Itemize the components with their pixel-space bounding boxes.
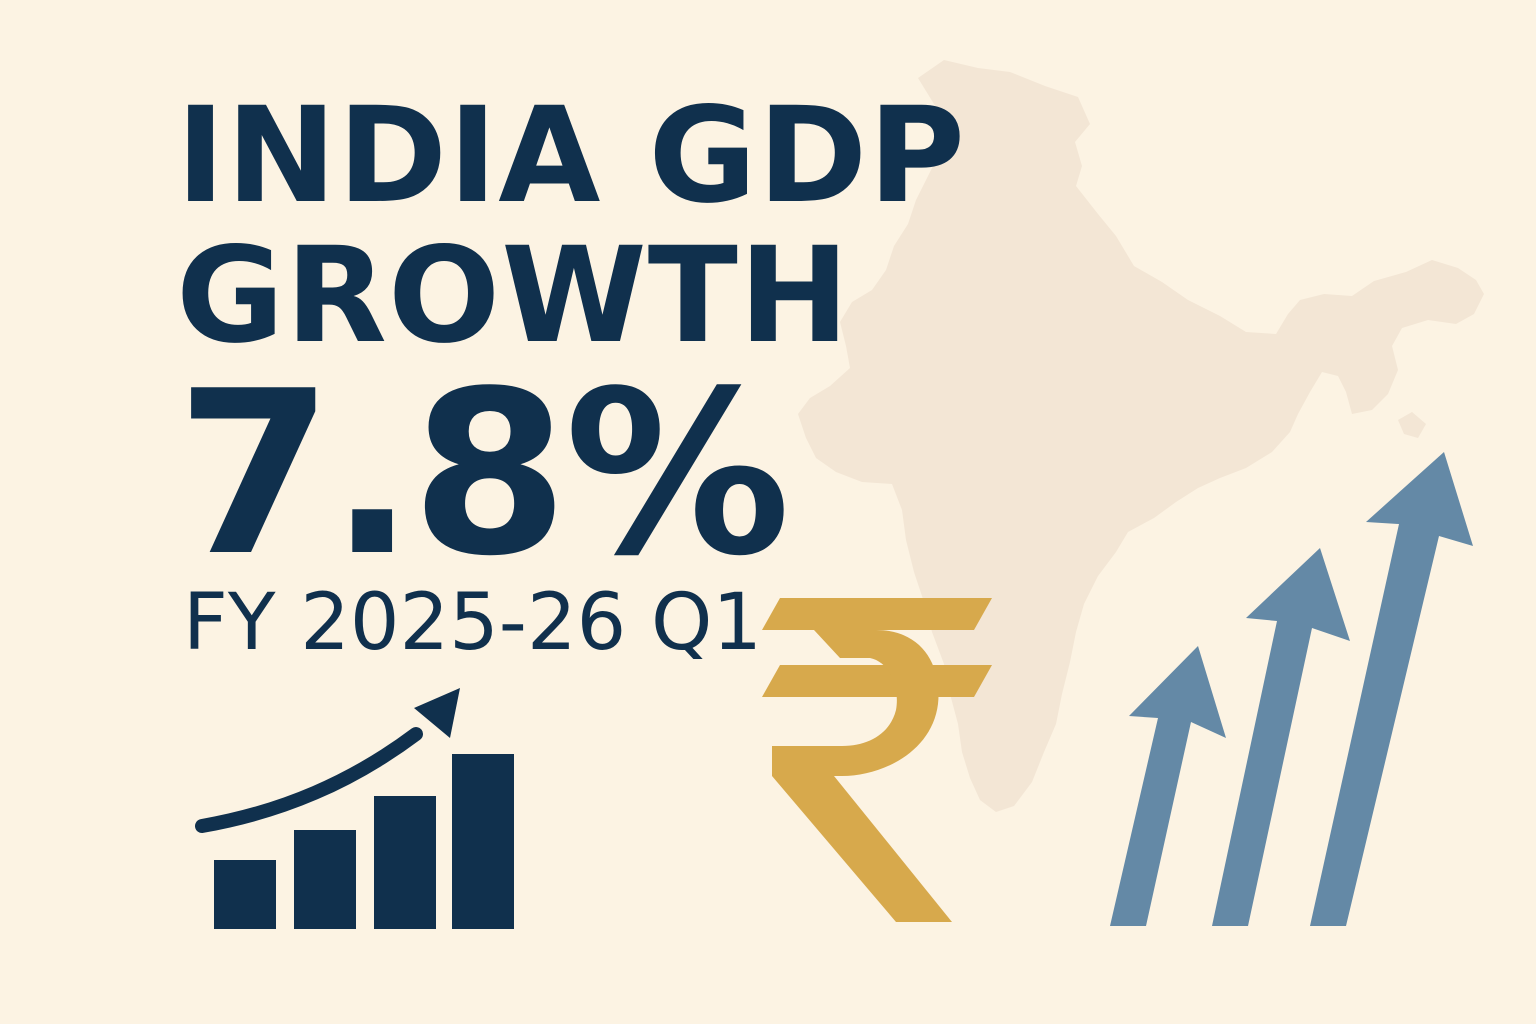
headline-line-2: GROWTH bbox=[176, 219, 851, 373]
headline-line-1: INDIA GDP bbox=[176, 79, 967, 233]
growth-arrow-small-icon bbox=[1110, 646, 1226, 926]
rising-arrows-icon bbox=[1110, 452, 1473, 926]
rupee-icon bbox=[762, 598, 992, 922]
growth-arrow-large-icon bbox=[1310, 452, 1473, 926]
bar-chart-trend-icon bbox=[195, 688, 514, 929]
growth-arrow-medium-icon bbox=[1212, 548, 1350, 926]
fiscal-period-label: FY 2025-26 Q1 bbox=[183, 578, 763, 668]
gdp-growth-value: 7.8% bbox=[176, 343, 791, 606]
